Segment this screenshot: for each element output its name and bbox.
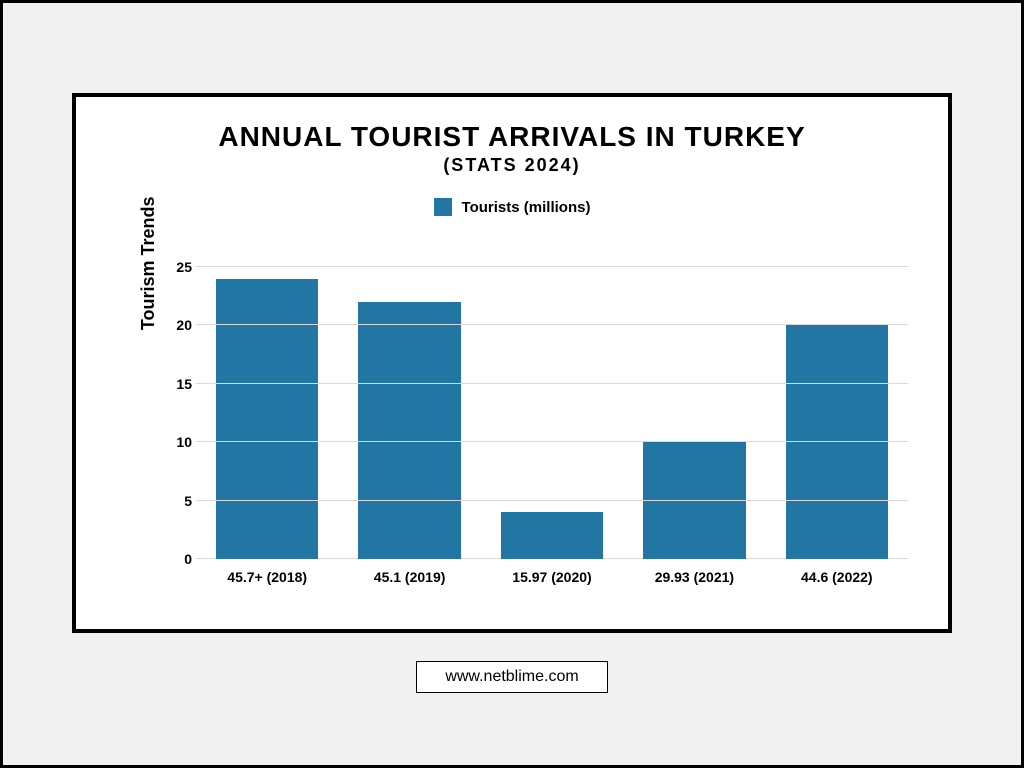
bar: [501, 512, 604, 559]
source-box: www.netblime.com: [416, 661, 607, 693]
bars-container: 45.7+ (2018)45.1 (2019)15.97 (2020)29.93…: [196, 267, 908, 559]
gridline: [196, 383, 908, 384]
x-tick-label: 29.93 (2021): [655, 569, 734, 585]
gridline: [196, 266, 908, 267]
x-tick-label: 15.97 (2020): [512, 569, 591, 585]
bar: [358, 302, 461, 559]
legend-label: Tourists (millions): [462, 199, 591, 216]
chart-subtitle: (STATS 2024): [76, 155, 948, 176]
chart-legend: Tourists (millions): [76, 198, 948, 216]
y-tick-label: 15: [164, 376, 192, 392]
chart-title: ANNUAL TOURIST ARRIVALS IN TURKEY: [76, 121, 948, 153]
bar: [216, 279, 319, 559]
chart-card: ANNUAL TOURIST ARRIVALS IN TURKEY (STATS…: [72, 93, 952, 633]
x-tick-label: 45.1 (2019): [374, 569, 446, 585]
y-tick-label: 20: [164, 317, 192, 333]
y-axis-label: Tourism Trends: [138, 196, 159, 330]
y-tick-label: 10: [164, 434, 192, 450]
x-tick-label: 45.7+ (2018): [227, 569, 307, 585]
gridline: [196, 324, 908, 325]
y-tick-label: 0: [164, 551, 192, 567]
outer-frame: ANNUAL TOURIST ARRIVALS IN TURKEY (STATS…: [0, 0, 1024, 768]
legend-swatch: [434, 198, 452, 216]
gridline: [196, 441, 908, 442]
y-tick-label: 25: [164, 259, 192, 275]
source-url: www.netblime.com: [445, 668, 578, 685]
y-tick-label: 5: [164, 493, 192, 509]
gridline: [196, 500, 908, 501]
bar: [786, 325, 889, 559]
x-tick-label: 44.6 (2022): [801, 569, 873, 585]
plot-area: 45.7+ (2018)45.1 (2019)15.97 (2020)29.93…: [196, 267, 908, 559]
